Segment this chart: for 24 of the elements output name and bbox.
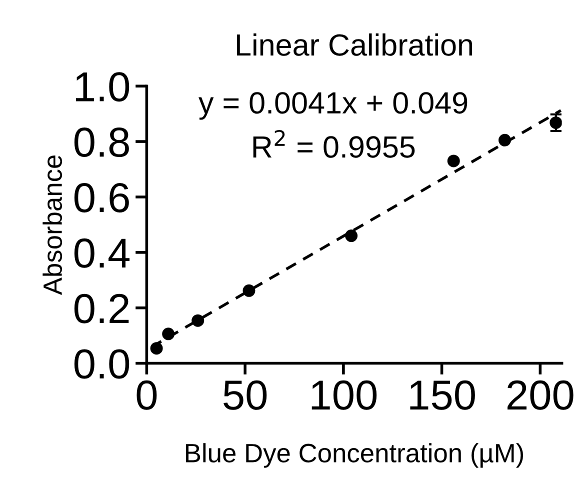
y-tick-label: 0.0 [74, 349, 130, 379]
point [192, 314, 204, 327]
annotation: y = 0.0041x + 0.049 [198, 92, 468, 120]
annotation: R$^{2}$ = 0.9955 [253, 130, 415, 158]
point [162, 328, 175, 340]
x-tick-label: 200 [508, 380, 574, 410]
y-tick-label: 0.2 [74, 294, 129, 324]
y-tick-label: 0.8 [74, 128, 129, 158]
x-tick-label: 100 [312, 380, 377, 410]
point [345, 230, 358, 242]
y-axis-title: Absorbance [42, 155, 62, 296]
x-tick-label: 50 [224, 380, 267, 410]
y-tick-label: 0.6 [74, 182, 129, 212]
x-tick-label: 0 [136, 380, 157, 410]
point [150, 342, 163, 355]
point [498, 134, 512, 146]
chart-title: Linear Calibration [237, 33, 472, 56]
point [447, 154, 460, 168]
x-tick-label: 150 [410, 380, 475, 410]
y-tick-label: 0.4 [74, 238, 130, 268]
y-tick-label: 1.0 [76, 72, 130, 102]
point [242, 284, 256, 297]
point [550, 116, 562, 129]
x-axis-title: Blue Dye Concentration (µM) [186, 443, 524, 468]
